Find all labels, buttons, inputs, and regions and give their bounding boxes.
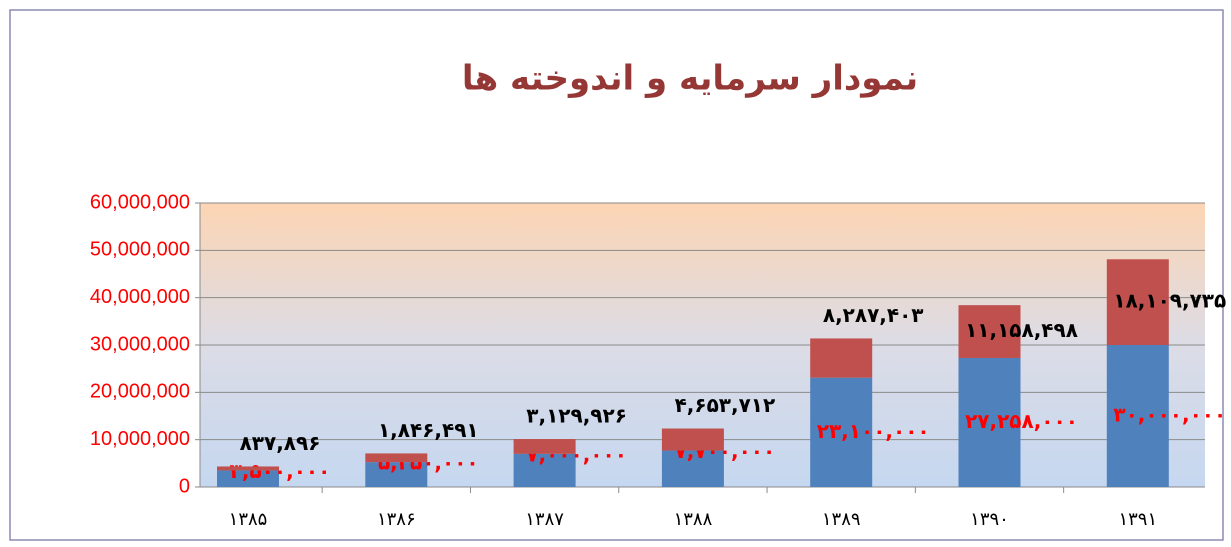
x-tick-label: ۱۳۹۱ [1118,509,1157,530]
bar-segment [661,428,724,451]
bar-segment [513,439,576,454]
y-tick-label: 20,000,000 [90,381,190,403]
x-tick-label: ۱۳۸۸ [674,509,713,530]
value-label: ۸,۲۸۷,۴۰۳ [823,303,924,327]
chart-title: نمودار سرمایه و اندوخته ها [462,59,918,99]
bar-segment [810,377,873,487]
bar-segment [661,450,724,487]
bar-segment [1106,259,1169,345]
x-tick-label: ۱۳۹۰ [970,509,1009,530]
bar-segment [365,453,428,463]
y-tick-label: 10,000,000 [90,428,190,450]
bar-segment [217,466,279,471]
bar-segment [513,453,576,487]
y-tick-label: 30,000,000 [90,333,190,355]
value-label: ۳,۱۲۹,۹۲۶ [526,404,627,428]
value-label: ۳۰,۰۰۰,۰۰۰ [1113,403,1226,427]
bar-segment [217,470,279,487]
y-tick-label: 0 [179,475,190,497]
bar-segment [1106,345,1169,487]
value-label: ۳,۵۰۰,۰۰۰ [230,459,331,483]
value-label: ۲۷,۲۵۸,۰۰۰ [965,409,1078,433]
x-tick-label: ۱۳۸۶ [377,509,416,530]
bar-segment [958,357,1021,487]
y-tick-label: 40,000,000 [90,286,190,308]
y-tick-label: 50,000,000 [90,239,190,261]
value-label: ۲۳,۱۰۰,۰۰۰ [817,419,930,443]
bar-segment [810,338,873,378]
y-tick-label: 60,000,000 [90,191,190,213]
bar-segment [365,462,428,487]
value-label: ۱,۸۴۶,۴۹۱ [378,418,479,442]
x-tick-label: ۱۳۸۵ [229,509,268,530]
value-label: ۱۸,۱۰۹,۷۳۵ [1113,289,1226,313]
x-tick-label: ۱۳۸۷ [525,509,564,530]
x-tick-label: ۱۳۸۹ [822,509,861,530]
value-label: ۸۳۷,۸۹۶ [240,431,321,455]
value-label: ۴,۶۵۳,۷۱۲ [675,393,776,417]
bar-segment [958,305,1021,358]
value-label: ۱۱,۱۵۸,۴۹۸ [965,318,1078,342]
